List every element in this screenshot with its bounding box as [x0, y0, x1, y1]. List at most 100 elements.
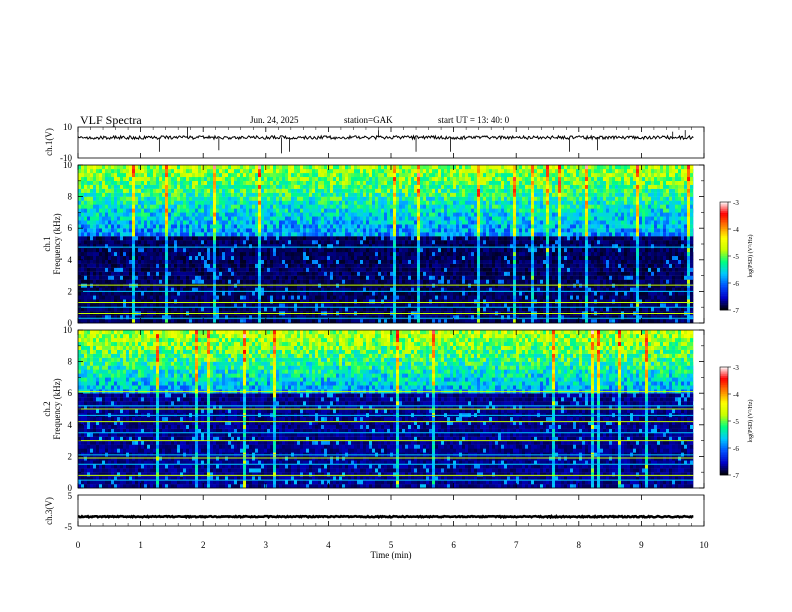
- spectrogram-cell: [222, 307, 225, 312]
- spectrogram-cell: [417, 228, 420, 233]
- spectrogram-cell: [132, 220, 135, 225]
- spectrogram-cell: [255, 204, 258, 209]
- spectrogram-cell: [369, 192, 372, 197]
- spectrogram-cell: [234, 216, 237, 221]
- spectrogram-cell: [414, 267, 417, 272]
- spectrogram-cell: [291, 307, 294, 312]
- spectrogram-cell: [327, 228, 330, 233]
- spectrogram-cell: [258, 251, 261, 257]
- spectrogram-cell: [159, 267, 162, 272]
- spectrogram-cell: [126, 291, 129, 296]
- spectrogram-cell: [198, 228, 201, 233]
- spectrogram-cell: [408, 172, 411, 178]
- spectrogram-cell: [171, 299, 174, 304]
- spectrogram-cell: [81, 168, 84, 174]
- spectrogram-cell: [129, 271, 132, 276]
- spectrogram-cell: [426, 251, 429, 257]
- spectrogram-cell: [195, 244, 198, 249]
- spectrogram-cell: [315, 263, 318, 268]
- spectrogram-cell: [240, 255, 243, 260]
- spectrogram-cell: [186, 180, 189, 185]
- spectrogram-cell: [114, 315, 117, 320]
- spectrogram-cell: [309, 319, 312, 324]
- spectrogram-cell: [375, 180, 378, 185]
- spectrogram-cell: [372, 240, 375, 245]
- spectrogram-cell: [300, 307, 303, 312]
- spectrogram-cell: [147, 307, 150, 312]
- spectrogram-cell: [108, 176, 111, 181]
- spectrogram-cell: [165, 263, 168, 268]
- spectrogram-cell: [426, 216, 429, 221]
- spectrogram-cell: [282, 196, 285, 201]
- spectrogram-cell: [435, 188, 438, 193]
- spectrogram-cell: [348, 279, 351, 284]
- spectrogram-cell: [327, 200, 330, 205]
- spectrogram-cell: [231, 291, 234, 296]
- spectrogram-cell: [414, 279, 417, 284]
- spectrogram-cell: [375, 295, 378, 300]
- spectrogram-cell: [171, 172, 174, 178]
- spectrogram-cell: [126, 216, 129, 221]
- spectrogram-cell: [183, 240, 186, 245]
- spectrogram-cell: [159, 208, 162, 213]
- spectrogram-cell: [282, 184, 285, 189]
- spectrogram-cell: [141, 291, 144, 296]
- spectrogram-cell: [285, 172, 288, 178]
- spectrogram-cell: [261, 220, 264, 225]
- spectrogram-cell: [282, 244, 285, 249]
- spectrogram-cell: [402, 176, 405, 181]
- spectrogram-cell: [114, 307, 117, 312]
- spectrogram-cell: [354, 267, 357, 272]
- spectrogram-cell: [306, 196, 309, 201]
- spectrogram-cell: [438, 192, 441, 197]
- spectrogram-cell: [114, 287, 117, 292]
- spectrogram-cell: [228, 172, 231, 178]
- spectrogram-cell: [312, 236, 315, 241]
- spectrogram-cell: [156, 208, 159, 213]
- spectrogram-cell: [324, 172, 327, 178]
- spectrogram-cell: [153, 303, 156, 308]
- spectrogram-cell: [375, 168, 378, 174]
- spectrogram-cell: [282, 200, 285, 205]
- spectrogram-cell: [411, 267, 414, 272]
- spectrogram-cell: [384, 184, 387, 189]
- spectrogram-cell: [210, 240, 213, 245]
- spectrogram-cell: [447, 299, 450, 304]
- spectrogram-cell: [225, 291, 228, 296]
- spectrogram-cell: [291, 236, 294, 241]
- spectrogram-cell: [147, 319, 150, 324]
- spectrogram-cell: [96, 176, 99, 181]
- spectrogram-cell: [297, 287, 300, 292]
- spectrogram-cell: [450, 291, 453, 296]
- spectrogram-cell: [411, 220, 414, 225]
- spectrogram-cell: [447, 224, 450, 229]
- spectrogram-cell: [402, 279, 405, 284]
- spectrogram-cell: [363, 291, 366, 296]
- spectrogram-cell: [84, 236, 87, 241]
- spectrogram-cell: [432, 303, 435, 308]
- spectrogram-cell: [405, 279, 408, 284]
- spectrogram-cell: [153, 275, 156, 280]
- spectrogram-cell: [327, 315, 330, 320]
- spectrogram-cell: [138, 247, 141, 253]
- spectrogram-cell: [303, 176, 306, 181]
- spectrogram-cell: [432, 291, 435, 296]
- spectrogram-cell: [438, 307, 441, 312]
- spectrogram-cell: [177, 212, 180, 217]
- spectrogram-cell: [198, 216, 201, 221]
- spectrogram-cell: [255, 275, 258, 280]
- spectrogram-cell: [261, 192, 264, 197]
- spectrogram-cell: [258, 299, 261, 304]
- spectrogram-cell: [243, 236, 246, 241]
- spectrogram-cell: [225, 244, 228, 249]
- spectrogram-cell: [366, 192, 369, 197]
- spectrogram-cell: [339, 251, 342, 257]
- spectrogram-cell: [201, 216, 204, 221]
- spectrogram-cell: [189, 208, 192, 213]
- spectrogram-cell: [237, 291, 240, 296]
- spectrogram-cell: [372, 299, 375, 304]
- spectrogram-cell: [333, 236, 336, 241]
- spectrogram-cell: [426, 295, 429, 300]
- spectrogram-cell: [399, 172, 402, 178]
- spectrogram-cell: [387, 275, 390, 280]
